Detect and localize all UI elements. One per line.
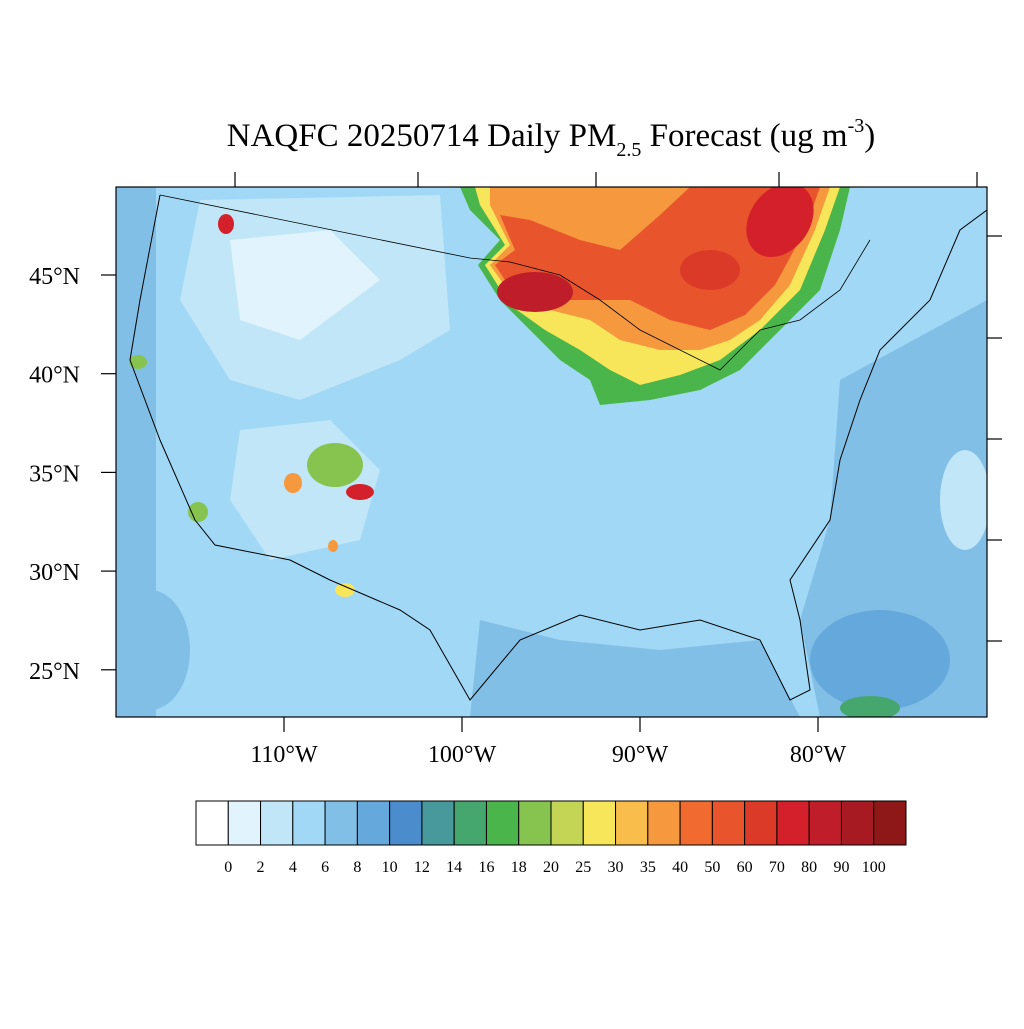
colorbar-label: 60 — [737, 859, 753, 876]
field-region — [470, 620, 800, 717]
lat-tick-label: 45°N — [29, 264, 80, 290]
colorbar-label: 80 — [801, 859, 817, 876]
lon-tick-label: 100°W — [428, 742, 497, 768]
title: NAQFC 20250714 Daily PM2.5 Forecast (ug … — [227, 115, 876, 161]
colorbar-label: 14 — [446, 859, 462, 876]
field-region — [800, 300, 987, 717]
field-region — [810, 610, 950, 710]
colorbar-box — [195, 800, 229, 846]
colorbar-label: 25 — [575, 859, 591, 876]
colorbar-box — [679, 800, 713, 846]
fire — [335, 583, 355, 597]
colorbar-box — [389, 800, 423, 846]
lon-tick-label: 110°W — [250, 742, 318, 768]
colorbar-label: 10 — [382, 859, 398, 876]
colorbar-box — [485, 800, 520, 846]
map-field — [116, 187, 987, 717]
lon-tick-label: 90°W — [612, 742, 669, 768]
colorbar-box — [776, 800, 810, 846]
colorbar-label: 18 — [511, 859, 527, 876]
colorbar-label: 6 — [321, 859, 329, 876]
field-region — [940, 450, 987, 550]
colorbar-box — [840, 800, 875, 846]
lat-tick-label: 35°N — [29, 461, 80, 487]
plume-core — [497, 272, 573, 312]
colorbar-label: 35 — [640, 859, 656, 876]
colorbar-box — [615, 800, 649, 846]
border — [159, 194, 871, 371]
colorbar-box — [711, 800, 746, 846]
fire — [218, 214, 234, 234]
title-mid: Forecast (ug m — [641, 118, 848, 154]
colorbar-label: 4 — [289, 859, 297, 876]
colorbar-label: 0 — [224, 859, 232, 876]
colorbar-box — [873, 800, 907, 846]
fire — [307, 443, 363, 487]
colorbar-box — [550, 800, 584, 846]
colorbar-box — [292, 800, 326, 846]
colorbar-box — [227, 800, 262, 846]
title-end: ) — [864, 118, 875, 154]
colorbar-label: 12 — [414, 859, 430, 876]
fire — [129, 355, 147, 369]
unlabeled-ticks — [234, 172, 1002, 642]
colorbar-box — [453, 800, 487, 846]
colorbar-label: 2 — [257, 859, 265, 876]
fire — [284, 473, 302, 493]
field-region — [230, 230, 380, 340]
fire — [188, 502, 208, 522]
lon-tick-label: 80°W — [790, 742, 847, 768]
plume-core — [746, 187, 814, 258]
colorbar-box — [324, 800, 358, 846]
colorbar-label: 100 — [862, 859, 886, 876]
field-region — [116, 590, 190, 710]
colorbar-label: 20 — [543, 859, 559, 876]
title-sup: -3 — [848, 115, 865, 137]
lat-tick-label: 25°N — [29, 659, 80, 685]
title-sub: 2.5 — [616, 139, 641, 161]
fire — [346, 484, 374, 500]
title-main: NAQFC 20250714 Daily PM — [227, 118, 617, 154]
colorbar-label: 70 — [769, 859, 785, 876]
colorbar-box — [582, 800, 617, 846]
colorbar-label: 30 — [608, 859, 624, 876]
colorbar-box — [518, 800, 552, 846]
colorbar-box — [808, 800, 842, 846]
colorbar-label: 90 — [833, 859, 849, 876]
plume — [495, 187, 820, 330]
colorbar-label: 50 — [704, 859, 720, 876]
plume-core — [680, 250, 740, 290]
map-frame — [115, 186, 988, 718]
colorbar-label: 16 — [478, 859, 494, 876]
colorbar-label: 8 — [353, 859, 361, 876]
fire — [328, 540, 338, 552]
coastline — [129, 194, 987, 701]
colorbar-label: 40 — [672, 859, 688, 876]
colorbar-box — [744, 800, 778, 846]
field-region — [840, 696, 900, 717]
lat-tick-label: 30°N — [29, 560, 80, 586]
colorbar-box — [647, 800, 681, 846]
colorbar-box — [421, 800, 455, 846]
colorbar-box — [356, 800, 391, 846]
colorbar-box — [260, 800, 294, 846]
lat-tick-label: 40°N — [29, 363, 80, 389]
